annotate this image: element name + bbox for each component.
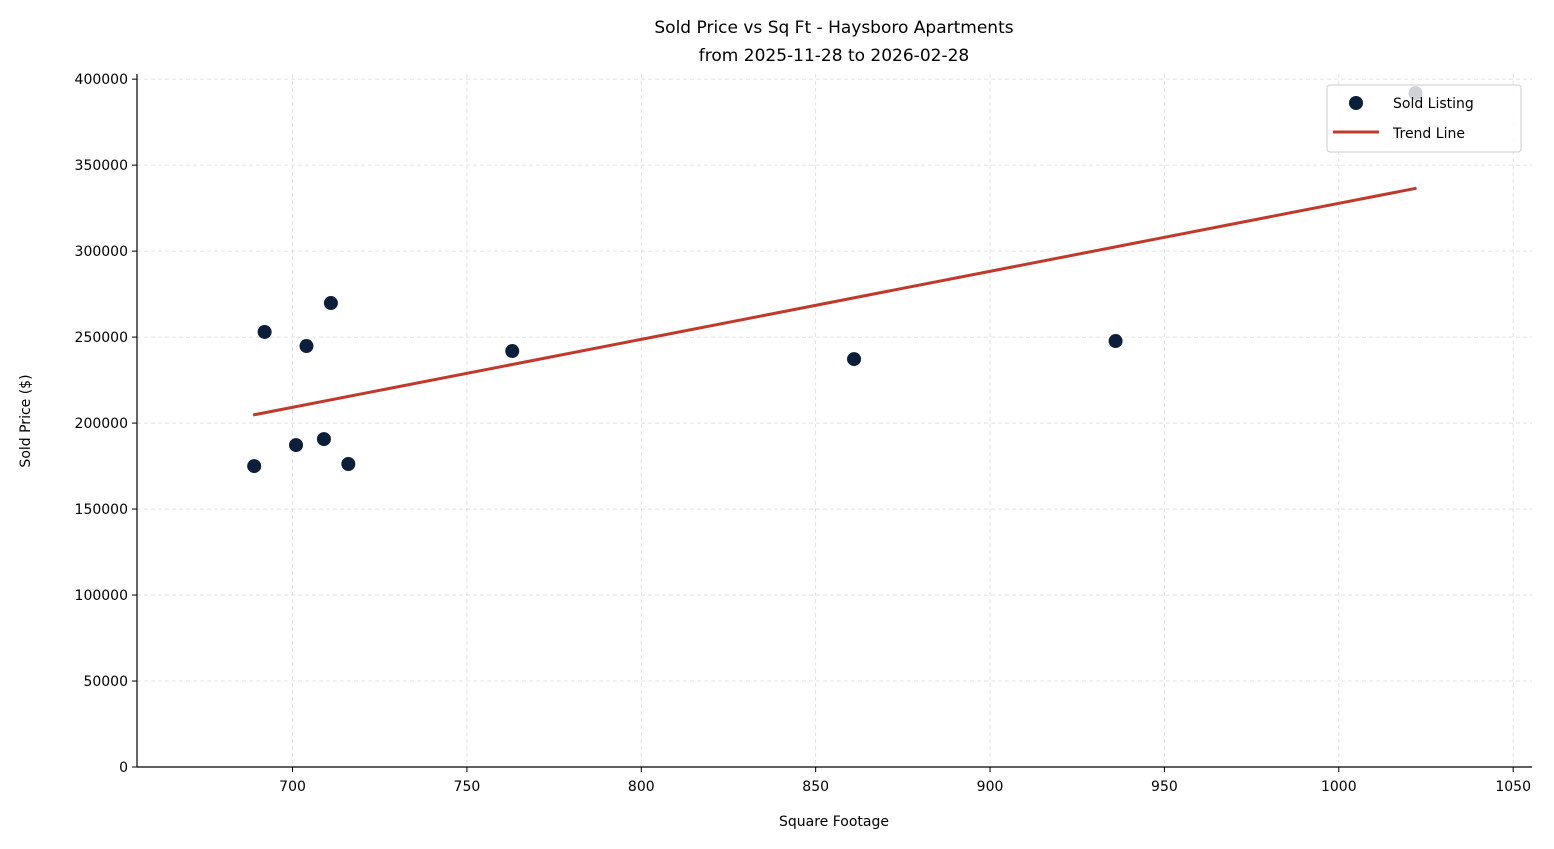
y-tick-label: 150000 [75,502,128,518]
y-tick-label: 350000 [75,158,128,174]
legend-marker-sold-listing [1349,96,1363,110]
trend-line [252,186,1417,417]
legend-label-sold-listing: Sold Listing [1393,96,1474,112]
x-tick-label: 900 [977,779,1004,795]
axes: 700 750 800 850 900 950 1000 1050 0 50000 100000 15… [75,72,1532,795]
data-point [1108,334,1123,349]
x-axis-label: Square Footage [779,814,889,830]
data-point [257,324,272,339]
y-axis-label: Sold Price ($) [18,374,34,467]
marks [247,86,1423,474]
data-point [247,459,262,474]
x-tick-label: 950 [1151,779,1178,795]
x-tick-label: 1000 [1321,779,1357,795]
data-point [505,344,520,359]
legend: Sold Listing Trend Line [1326,84,1522,153]
y-tick-label: 50000 [83,674,128,690]
data-point [323,296,338,311]
data-point [316,432,331,447]
data-point [847,352,862,367]
chart-title: Sold Price vs Sq Ft - Haysboro Apartment… [654,18,1013,38]
data-point [341,457,356,472]
y-tick-label: 400000 [75,72,128,88]
data-point [299,339,314,354]
y-tick-label: 250000 [75,330,128,346]
y-tick-label: 100000 [75,588,128,604]
legend-box [1326,84,1522,153]
data-point [289,438,304,453]
x-tick-label: 850 [802,779,829,795]
y-tick-label: 0 [119,760,128,776]
grid [137,74,1532,768]
x-tick-label: 1050 [1495,779,1531,795]
y-tick-label: 300000 [75,244,128,260]
chart-subtitle: from 2025-11-28 to 2026-02-28 [699,46,969,66]
x-tick-label: 700 [279,779,306,795]
legend-label-trend-line: Trend Line [1392,126,1465,142]
x-tick-label: 750 [454,779,481,795]
x-tick-label: 800 [628,779,655,795]
y-tick-label: 200000 [75,416,128,432]
